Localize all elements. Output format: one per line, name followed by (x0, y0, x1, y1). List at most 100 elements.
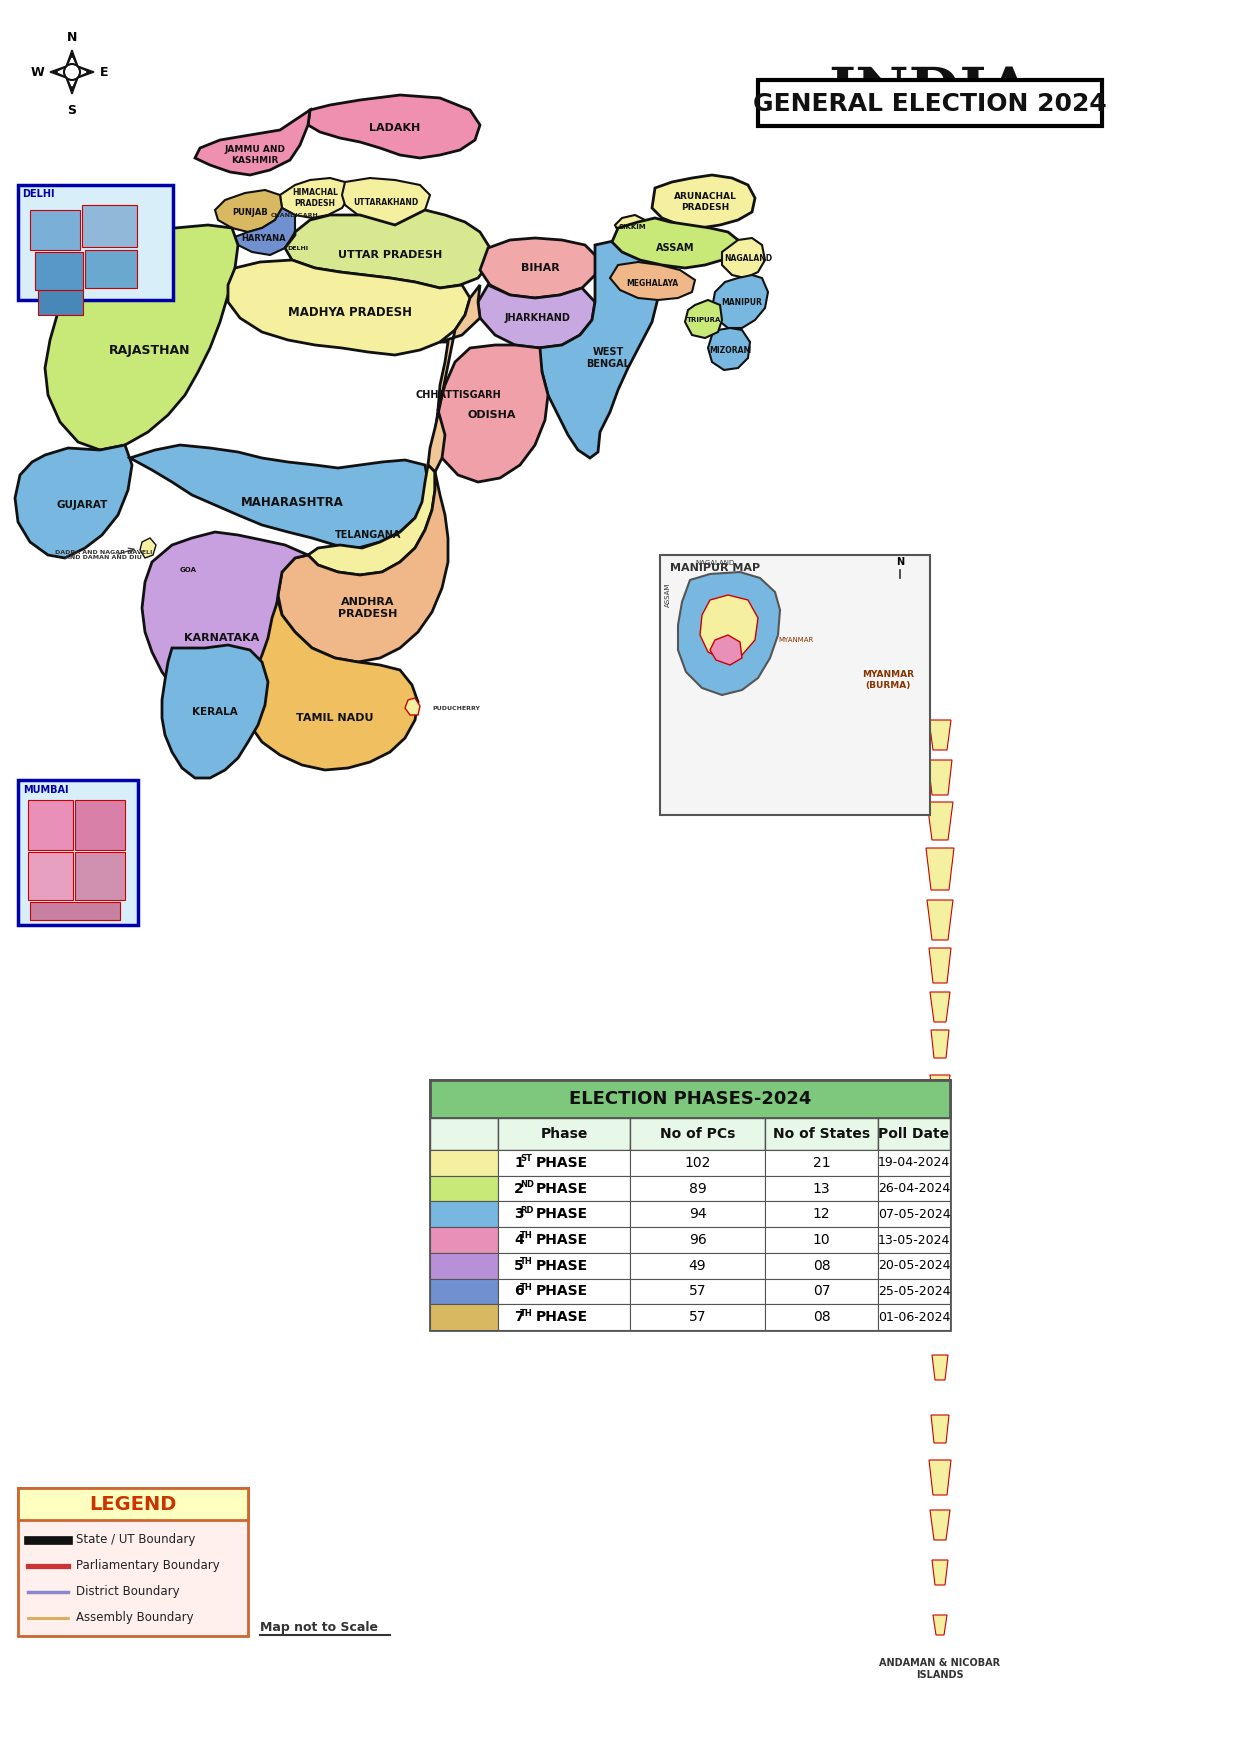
Polygon shape (245, 600, 419, 770)
Polygon shape (50, 63, 94, 81)
Bar (630, 1279, 765, 1304)
Bar (29, 851, 73, 900)
Polygon shape (130, 446, 428, 548)
Bar (630, 1304, 765, 1330)
Polygon shape (308, 95, 479, 158)
Text: 1: 1 (514, 1157, 524, 1171)
Text: Phase: Phase (540, 1127, 587, 1141)
Text: TELANGANA: TELANGANA (335, 530, 401, 541)
Polygon shape (195, 111, 310, 176)
Bar (630, 1176, 765, 1202)
Bar (498, 1253, 630, 1279)
Bar (878, 1227, 950, 1253)
Text: 3: 3 (514, 1207, 524, 1221)
Polygon shape (65, 49, 79, 95)
Polygon shape (933, 1615, 946, 1636)
Text: TH: TH (520, 1257, 533, 1265)
Text: 08: 08 (812, 1311, 831, 1323)
Polygon shape (678, 572, 780, 695)
Polygon shape (929, 1460, 951, 1495)
Text: ARUNACHAL
PRADESH: ARUNACHAL PRADESH (673, 193, 737, 212)
Text: ASSAM: ASSAM (664, 583, 671, 607)
Bar (630, 1118, 765, 1150)
Bar (498, 1304, 630, 1330)
Text: 96: 96 (688, 1234, 707, 1248)
Text: 94: 94 (688, 1207, 707, 1221)
Text: LAKSHADWEEP: LAKSHADWEEP (45, 844, 116, 853)
Bar (430, 1227, 498, 1253)
Bar (430, 1304, 498, 1330)
Polygon shape (615, 216, 645, 239)
Polygon shape (927, 802, 953, 841)
Bar (765, 1304, 878, 1330)
Polygon shape (538, 240, 660, 458)
Bar (29, 800, 73, 849)
Polygon shape (710, 635, 741, 665)
Polygon shape (279, 177, 350, 218)
Polygon shape (712, 276, 768, 328)
Polygon shape (278, 472, 448, 662)
Text: KERALA: KERALA (193, 707, 238, 718)
Text: NAGALAND: NAGALAND (724, 253, 773, 263)
Bar (765, 1279, 878, 1304)
Polygon shape (276, 216, 289, 226)
Text: 20-05-2024: 20-05-2024 (878, 1260, 950, 1272)
Polygon shape (66, 58, 78, 86)
Bar (878, 1150, 950, 1176)
Text: TH: TH (520, 1232, 533, 1241)
Bar (878, 1304, 950, 1330)
Polygon shape (930, 992, 950, 1021)
Polygon shape (215, 190, 282, 232)
Polygon shape (652, 176, 755, 228)
Polygon shape (435, 346, 548, 483)
Bar (630, 1202, 765, 1227)
Text: 102: 102 (684, 1157, 710, 1171)
Text: INDIA: INDIA (828, 65, 1032, 121)
Polygon shape (929, 948, 951, 983)
Text: No of States: No of States (773, 1127, 871, 1141)
Text: 49: 49 (688, 1258, 707, 1272)
Polygon shape (932, 1355, 948, 1379)
Text: HIMACHAL
PRADESH: HIMACHAL PRADESH (292, 188, 338, 207)
Text: 4: 4 (514, 1234, 524, 1248)
Text: District Boundary: District Boundary (76, 1585, 180, 1599)
Text: PHASE: PHASE (537, 1157, 589, 1171)
Text: HARYANA: HARYANA (242, 233, 287, 242)
Text: DELHI: DELHI (22, 190, 55, 198)
Text: MYANMAR: MYANMAR (777, 637, 814, 642)
Bar (878, 1253, 950, 1279)
Bar (498, 1227, 630, 1253)
Text: PUNJAB: PUNJAB (232, 207, 268, 216)
Bar (430, 1176, 498, 1202)
Polygon shape (405, 698, 420, 714)
Text: Parliamentary Boundary: Parliamentary Boundary (76, 1560, 220, 1572)
Bar (765, 1202, 878, 1227)
Text: MUMBAI: MUMBAI (24, 784, 68, 795)
Text: GENERAL ELECTION 2024: GENERAL ELECTION 2024 (753, 91, 1107, 116)
Text: 25-05-2024: 25-05-2024 (878, 1285, 950, 1299)
Text: Poll Date: Poll Date (878, 1127, 950, 1141)
Polygon shape (930, 1076, 950, 1107)
Bar (498, 1279, 630, 1304)
Text: ANDHRA
PRADESH: ANDHRA PRADESH (338, 597, 397, 620)
Text: MEGHALAYA: MEGHALAYA (626, 279, 678, 288)
Text: 57: 57 (689, 1285, 707, 1299)
Text: Map not to Scale: Map not to Scale (260, 1622, 378, 1634)
Polygon shape (932, 1415, 949, 1443)
Text: PHASE: PHASE (537, 1234, 589, 1248)
Polygon shape (428, 284, 479, 472)
Polygon shape (170, 555, 200, 583)
Bar (39, 290, 83, 314)
Polygon shape (700, 595, 758, 660)
Bar (630, 1150, 765, 1176)
Text: RAJASTHAN: RAJASTHAN (109, 344, 191, 356)
Polygon shape (932, 1030, 949, 1058)
Text: MADHYA PRADESH: MADHYA PRADESH (288, 305, 412, 318)
Text: 7: 7 (514, 1311, 524, 1323)
Bar (498, 1118, 630, 1150)
Text: PHASE: PHASE (537, 1207, 589, 1221)
Text: GUJARAT: GUJARAT (56, 500, 108, 511)
Bar (430, 1079, 950, 1330)
Bar (630, 1227, 765, 1253)
Polygon shape (232, 209, 296, 254)
